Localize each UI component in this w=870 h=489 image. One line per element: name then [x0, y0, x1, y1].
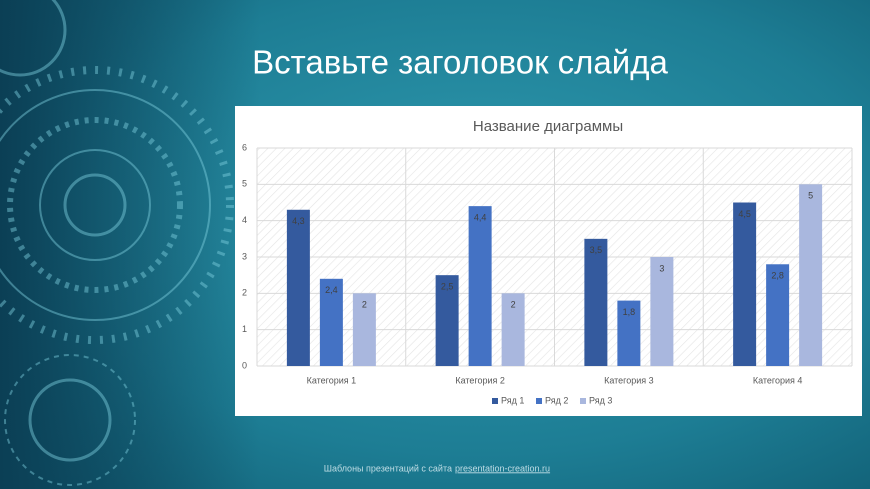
- data-label: 2: [511, 300, 516, 310]
- footer-link[interactable]: presentation-creation.ru: [455, 463, 550, 473]
- legend-label: Ряд 3: [589, 395, 612, 405]
- bar: [352, 293, 376, 366]
- y-tick-label: 1: [242, 324, 247, 334]
- bar: [733, 202, 757, 366]
- bar: [286, 209, 310, 366]
- data-label: 5: [808, 191, 813, 201]
- data-label: 3: [659, 263, 664, 273]
- data-label: 2: [362, 300, 367, 310]
- x-tick-label: Категория 2: [455, 375, 505, 385]
- bar: [766, 264, 790, 366]
- data-label: 3,5: [590, 245, 603, 255]
- bar: [650, 257, 674, 366]
- data-label: 4,4: [474, 213, 487, 223]
- legend-swatch: [536, 398, 542, 404]
- y-tick-label: 4: [242, 215, 247, 225]
- y-tick-label: 2: [242, 288, 247, 298]
- data-label: 4,5: [738, 209, 751, 219]
- legend-label: Ряд 1: [501, 395, 524, 405]
- x-tick-label: Категория 3: [604, 375, 654, 385]
- y-tick-label: 0: [242, 360, 247, 370]
- legend-label: Ряд 2: [545, 395, 568, 405]
- bar: [319, 278, 343, 366]
- data-label: 2,4: [325, 285, 338, 295]
- data-label: 1,8: [623, 307, 636, 317]
- data-label: 2,5: [441, 282, 454, 292]
- footer-text: Шаблоны презентаций с сайта: [324, 463, 452, 473]
- slide-title: Вставьте заголовок слайда: [252, 44, 668, 81]
- ornament-shade: [0, 0, 260, 489]
- bar: [468, 206, 492, 366]
- x-tick-label: Категория 4: [753, 375, 803, 385]
- bar: [584, 238, 608, 366]
- data-label: 2,8: [771, 271, 784, 281]
- bar: [617, 300, 641, 366]
- y-tick-label: 5: [242, 179, 247, 189]
- data-label: 4,3: [292, 216, 305, 226]
- y-tick-label: 3: [242, 251, 247, 261]
- chart: 0 1 2 3 4 5 6 Категория 1 4,3 2,4 2 Категория 2 2,5 4…: [242, 142, 853, 405]
- x-tick-label: Категория 1: [307, 375, 357, 385]
- chart-title: Название диаграммы: [473, 118, 623, 135]
- bar: [501, 293, 525, 366]
- legend-swatch: [580, 398, 586, 404]
- ornament: [0, 0, 234, 486]
- bar: [799, 184, 823, 366]
- y-tick-label: 6: [242, 142, 247, 152]
- bar: [435, 275, 459, 366]
- legend-swatch: [492, 398, 498, 404]
